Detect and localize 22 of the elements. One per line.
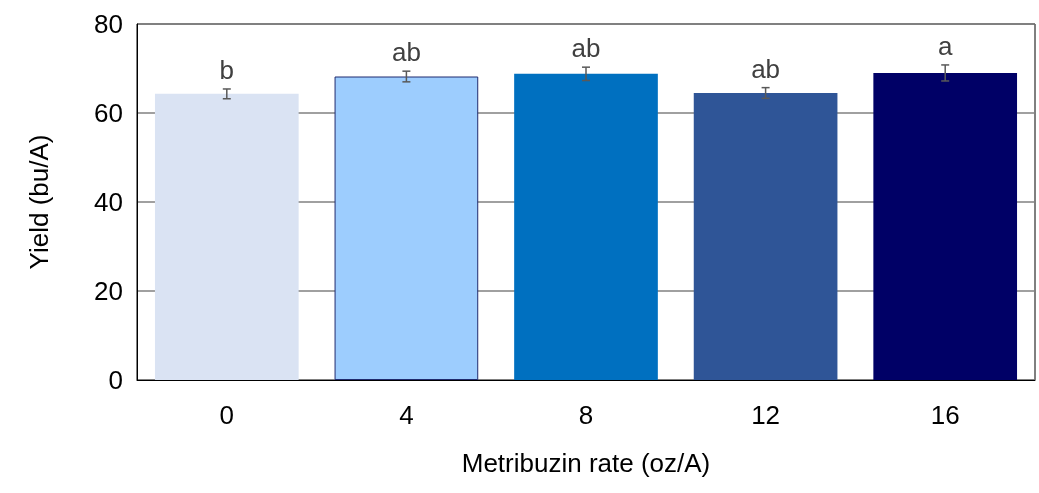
x-tick-label: 16 [930, 400, 960, 430]
x-tick-label: 12 [751, 400, 781, 430]
annotation: ab [391, 37, 421, 68]
y-tick-label: 80 [94, 9, 123, 39]
annotation: a [937, 30, 953, 61]
y-tick-label: 20 [94, 276, 123, 306]
annotation: ab [751, 53, 781, 84]
bar [873, 72, 1018, 380]
bar [154, 93, 299, 380]
bar [514, 73, 658, 380]
x-tick-label: 8 [578, 400, 594, 430]
bar [693, 92, 838, 380]
annotation: b [219, 54, 235, 85]
x-tick-label: 0 [219, 400, 235, 430]
y-tick-label: 0 [108, 365, 123, 395]
y-tick-label: 40 [94, 187, 123, 217]
x-tick-label: 4 [399, 400, 414, 430]
x-axis-title: Metribuzin rate (oz/A) [461, 448, 711, 478]
y-tick-label: 60 [94, 98, 123, 128]
bar [334, 76, 479, 380]
annotation: ab [571, 33, 601, 64]
y-axis-title: Yield (bu/A) [24, 134, 54, 270]
